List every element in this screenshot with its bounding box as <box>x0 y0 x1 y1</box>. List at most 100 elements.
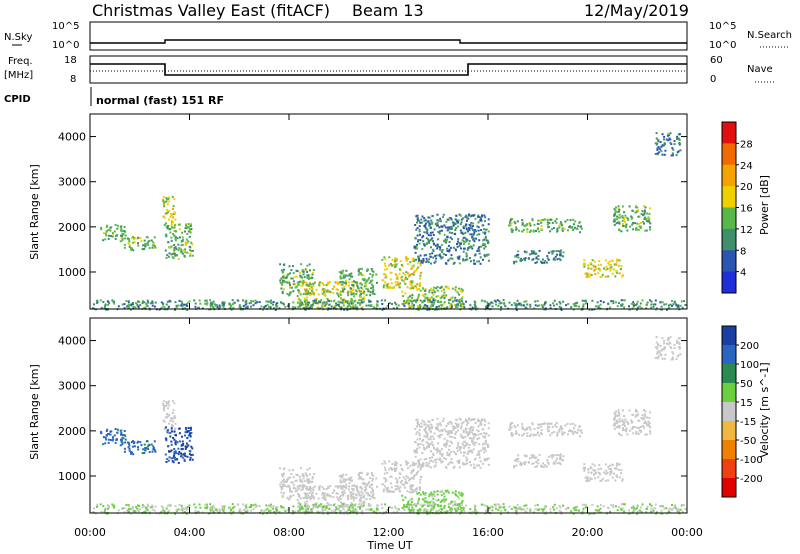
scatter-cell <box>162 203 165 206</box>
scatter-cell <box>586 273 589 276</box>
scatter-cell <box>623 218 626 221</box>
scatter-cell <box>359 471 361 474</box>
freq-tick-top: 18 <box>64 55 77 66</box>
scatter-cell <box>394 301 396 304</box>
scatter-cell <box>433 301 436 304</box>
scatter-cell <box>323 294 326 297</box>
scatter-cell <box>540 508 543 511</box>
scatter-cell <box>447 432 450 435</box>
scatter-cell <box>613 418 616 421</box>
scatter-cell <box>350 491 352 494</box>
scatter-cell <box>361 301 364 304</box>
scatter-cell <box>537 462 540 465</box>
scatter-cell <box>292 476 295 479</box>
scatter-cell <box>468 246 471 249</box>
scatter-cell <box>221 506 224 509</box>
scatter-cell <box>292 277 294 280</box>
scatter-cell <box>402 280 405 283</box>
scatter-cell <box>565 304 568 307</box>
scatter-cell <box>615 410 617 413</box>
scatter-cell <box>598 472 601 475</box>
scatter-cell <box>645 303 648 306</box>
scatter-cell <box>484 231 487 234</box>
scatter-cell <box>145 447 148 449</box>
scatter-cell <box>465 228 468 230</box>
scatter-cell <box>453 426 456 429</box>
scatter-cell <box>365 491 368 494</box>
scatter-cell <box>360 273 363 276</box>
scatter-cell <box>305 497 308 500</box>
scatter-cell <box>559 506 562 509</box>
scatter-cell <box>535 461 538 464</box>
scatter-cell <box>517 454 520 457</box>
scatter-cell <box>627 219 630 221</box>
scatter-cell <box>645 229 648 232</box>
scatter-cell <box>461 493 464 496</box>
scatter-cell <box>137 236 140 239</box>
scatter-cell <box>359 498 362 501</box>
scatter-cell <box>406 263 409 266</box>
scatter-cell <box>305 503 308 506</box>
scatter-cell <box>518 433 521 436</box>
scatter-cell <box>283 279 286 282</box>
scatter-cell <box>428 253 431 256</box>
scatter-cell <box>454 490 457 493</box>
scatter-cell <box>387 486 389 489</box>
scatter-cell <box>405 505 407 508</box>
scatter-cell <box>677 509 680 512</box>
scatter-cell <box>524 461 527 464</box>
scatter-cell <box>521 425 524 428</box>
scatter-cell <box>522 432 525 435</box>
scatter-cell <box>245 302 248 305</box>
freq-panel: Freq. [MHz] 18 8 60 0 Nave <box>4 55 775 85</box>
scatter-cell <box>484 245 487 248</box>
scatter-cell <box>173 230 176 232</box>
scatter-cell <box>521 223 524 226</box>
scatter-cell <box>543 465 546 468</box>
scatter-cell <box>609 269 612 272</box>
scatter-cell <box>623 306 626 309</box>
scatter-cell <box>649 503 651 506</box>
scatter-cell <box>530 454 533 457</box>
scatter-cell <box>353 300 356 303</box>
scatter-cell <box>178 427 181 430</box>
scatter-cell <box>418 228 421 231</box>
scatter-cell <box>322 283 325 286</box>
scatter-cell <box>431 221 434 224</box>
scatter-cell <box>585 480 588 482</box>
scatter-region <box>612 204 652 233</box>
scatter-cell <box>173 234 176 237</box>
scatter-cell <box>352 484 355 487</box>
scatter-cell <box>515 459 518 462</box>
scatter-cell <box>469 304 472 307</box>
scatter-cell <box>423 217 426 220</box>
scatter-cell <box>478 453 481 456</box>
scatter-region <box>164 222 194 260</box>
scatter-cell <box>472 433 475 436</box>
scatter-cell <box>652 303 655 306</box>
scatter-cell <box>458 502 461 505</box>
scatter-cell <box>447 448 450 451</box>
scatter-cell <box>635 431 638 433</box>
scatter-cell <box>182 453 185 456</box>
scatter-cell <box>483 232 486 235</box>
scatter-cell <box>282 270 285 273</box>
scatter-cell <box>620 230 623 233</box>
scatter-cell <box>443 233 446 236</box>
scatter-cell <box>432 234 435 236</box>
scatter-cell <box>663 507 666 510</box>
scatter-cell <box>474 217 477 220</box>
scatter-cell <box>426 305 429 307</box>
scatter-cell <box>296 505 299 508</box>
scatter-cell <box>621 419 624 421</box>
scatter-cell <box>199 506 202 509</box>
scatter-cell <box>310 289 313 292</box>
scatter-cell <box>435 254 438 257</box>
scatter-cell <box>457 238 460 241</box>
scatter-cell <box>173 450 176 453</box>
scatter-cell <box>452 224 455 227</box>
scatter-cell <box>529 428 532 431</box>
scatter-cell <box>325 488 328 490</box>
scatter-cell <box>209 299 212 302</box>
scatter-cell <box>342 473 345 476</box>
